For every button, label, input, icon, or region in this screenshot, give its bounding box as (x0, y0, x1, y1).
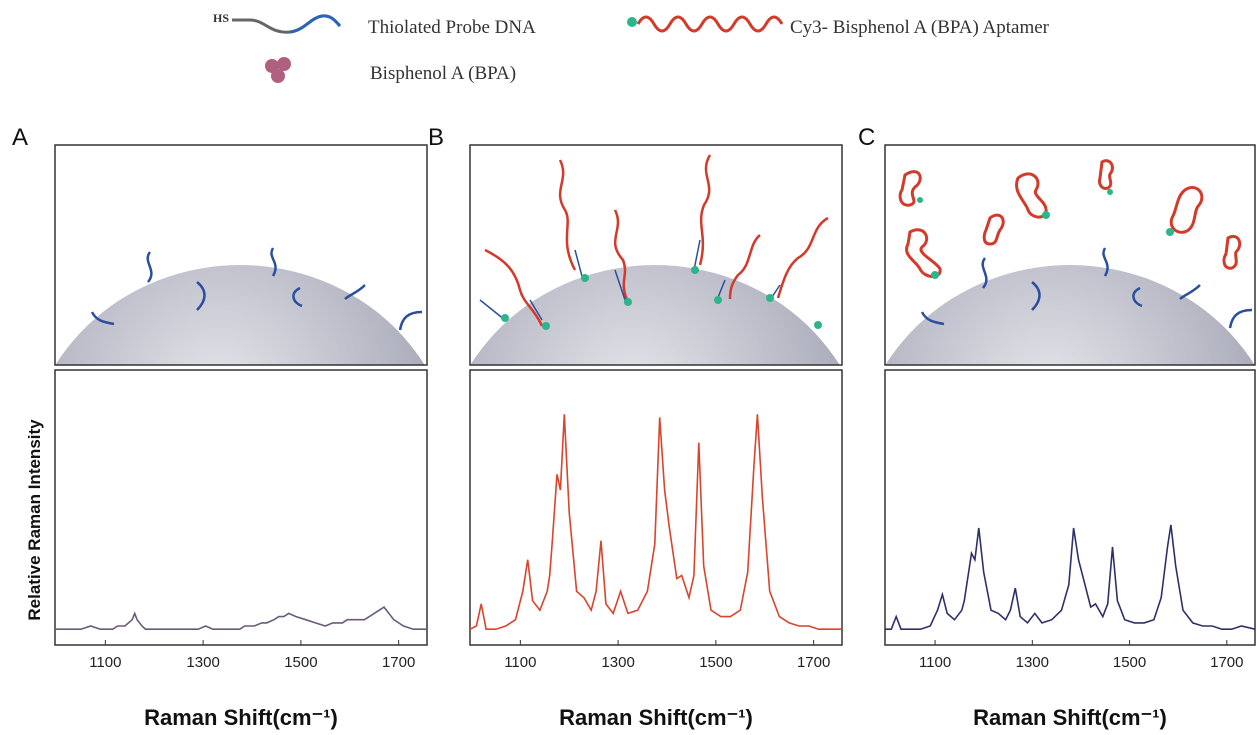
plot-frame (54, 369, 428, 646)
probe-icon (232, 14, 342, 34)
x-tick-label: 1700 (1210, 654, 1243, 671)
panel-frame (884, 144, 1256, 366)
legend-text: Bisphenol A (BPA) (370, 63, 516, 84)
plot-frame (469, 369, 843, 646)
x-tick-label: 1300 (186, 654, 219, 671)
x-tick-label: 1100 (504, 654, 536, 671)
panel-label: A (12, 124, 28, 151)
spectrum-line (885, 524, 1256, 630)
x-tick-label: 1500 (1113, 654, 1146, 671)
spectrum-line (55, 606, 427, 630)
bpa-icon (265, 57, 291, 83)
panel-frame (469, 144, 843, 366)
legend-text: Thiolated Probe DNA (368, 17, 536, 38)
illustration-c (885, 159, 1255, 365)
x-axis-label: Raman Shift(cm⁻¹) (144, 705, 338, 730)
x-tick-label: 1700 (382, 654, 415, 671)
panel-frame (54, 144, 428, 366)
illustration-b (470, 154, 840, 365)
x-axis-label: Raman Shift(cm⁻¹) (973, 705, 1167, 730)
spectrum-line (469, 414, 842, 630)
y-axis-label: Relative Raman Intensity (25, 419, 44, 621)
hs-label: HS (213, 11, 229, 25)
legend-text: Cy3- Bisphenol A (BPA) Aptamer (790, 17, 1050, 38)
x-tick-label: 1100 (919, 654, 951, 671)
cy3-dot (627, 17, 637, 27)
panel-label: C (858, 124, 875, 151)
illustration-a (55, 247, 425, 365)
probe-icon-tail (289, 14, 342, 34)
panel-label: B (428, 124, 444, 151)
x-axis-label: Raman Shift(cm⁻¹) (559, 705, 753, 730)
x-tick-label: 1500 (284, 654, 317, 671)
plot-frame (884, 369, 1256, 646)
x-tick-label: 1300 (1016, 654, 1049, 671)
x-tick-label: 1100 (89, 654, 121, 671)
x-tick-label: 1500 (699, 654, 732, 671)
x-tick-label: 1700 (797, 654, 830, 671)
legend: HS Thiolated Probe DNA Cy3- Bisphenol A … (213, 11, 1050, 84)
aptamer-icon (636, 15, 784, 33)
x-tick-label: 1300 (601, 654, 634, 671)
